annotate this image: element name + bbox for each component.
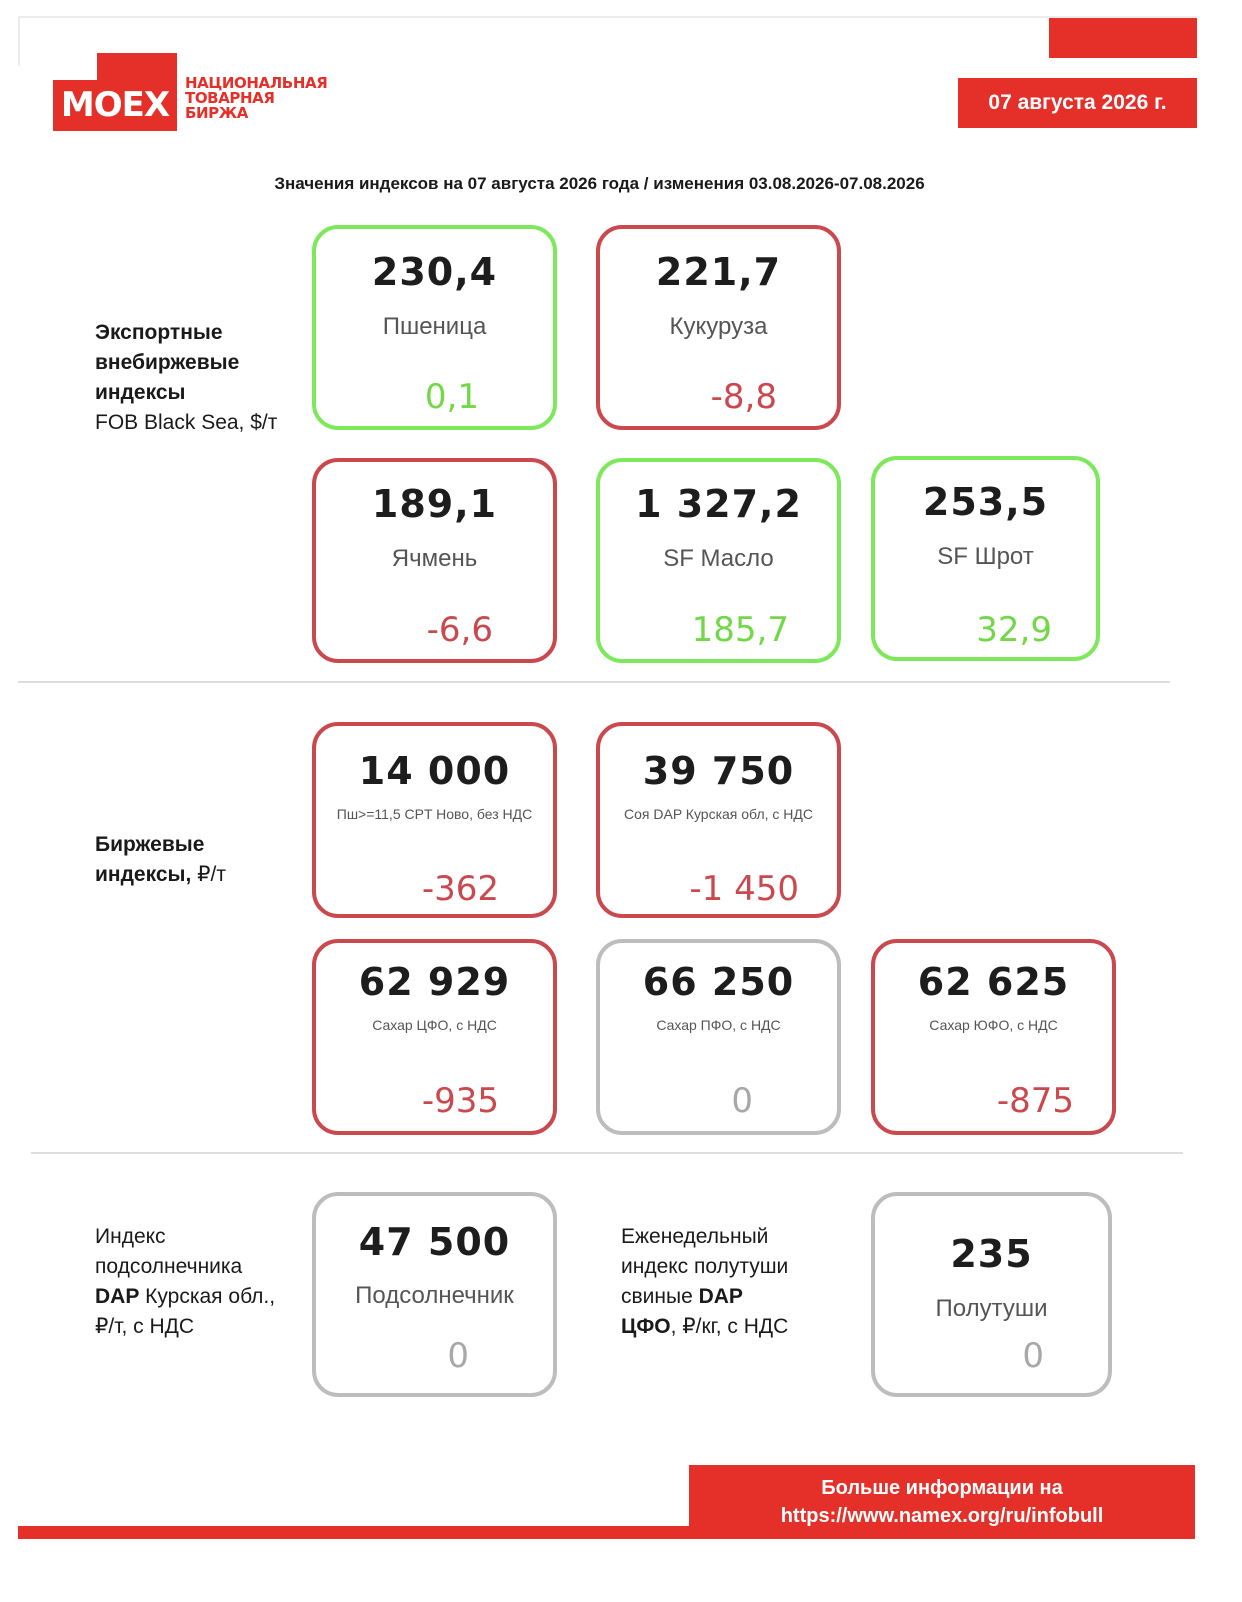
exchange-section-label: Биржевые индексы, ₽/т — [95, 830, 226, 890]
card-value: 66 250 — [642, 960, 795, 1004]
card-value: 62 625 — [917, 960, 1070, 1004]
pork-label-unit: , ₽/кг, с НДС — [670, 1315, 789, 1338]
card-name: Соя DAP Курская обл, с НДС — [624, 806, 813, 822]
exchange-label-line-2: индексы, — [95, 863, 192, 886]
card-name: Подсолнечник — [355, 1282, 514, 1309]
card-name: Ячмень — [391, 545, 478, 572]
card-change: 0,1 — [424, 377, 479, 417]
pork-label-line-2: индекс полутуши — [621, 1255, 789, 1278]
card-change: 185,7 — [691, 610, 789, 650]
card-change: -875 — [996, 1081, 1074, 1121]
pork-label-line-1: Еженедельный — [621, 1225, 769, 1248]
sunflower-label-region: Курская обл., — [139, 1285, 276, 1308]
date-badge-decoration — [1049, 18, 1197, 58]
card-name: Пшеница — [382, 313, 487, 340]
card-name: Сахар ПФО, с НДС — [656, 1017, 781, 1033]
card-change: 0 — [731, 1081, 753, 1121]
card-name: Сахар ЦФО, с НДС — [372, 1017, 497, 1033]
logo-mark: MOEX — [60, 85, 170, 125]
card-value: 1 327,2 — [635, 482, 802, 526]
export-label-line-1: Экспортные — [95, 321, 223, 344]
card-change: -8,8 — [710, 377, 777, 417]
card-name: SF Шрот — [937, 543, 1034, 570]
card-change: 0 — [1022, 1336, 1044, 1376]
index-card-barley: 189,1 Ячмень -6,6 — [312, 458, 557, 663]
index-card-sf-oil: 1 327,2 SF Масло 185,7 — [596, 458, 841, 663]
export-label-line-2: внебиржевые — [95, 351, 240, 374]
card-change: -1 450 — [689, 869, 799, 909]
logo-subtitle: НАЦИОНАЛЬНАЯ ТОВАРНАЯ БИРЖА — [185, 76, 345, 121]
section-divider — [18, 681, 1170, 683]
card-value: 39 750 — [642, 749, 795, 793]
footer-info-box: Больше информации на https://www.namex.o… — [689, 1465, 1195, 1539]
sunflower-section-label: Индекс подсолнечника DAP Курская обл., ₽… — [95, 1222, 275, 1342]
index-card-sunflower: 47 500 Подсолнечник 0 — [312, 1192, 557, 1397]
left-border-line — [18, 16, 20, 66]
index-card-sugar-yufo: 62 625 Сахар ЮФО, с НДС -875 — [871, 939, 1116, 1135]
card-change: -362 — [421, 869, 499, 909]
exchange-label-unit: ₽/т — [191, 863, 226, 886]
pork-label-pigs: свиные — [621, 1285, 699, 1308]
card-value: 62 929 — [358, 960, 511, 1004]
export-label-unit: FOB Black Sea, $/т — [95, 411, 278, 434]
card-value: 14 000 — [358, 749, 511, 793]
export-label-line-3: индексы — [95, 381, 186, 404]
moex-logo: MOEX — [53, 53, 177, 131]
exchange-label-line-1: Биржевые — [95, 833, 205, 856]
card-value: 221,7 — [655, 250, 782, 294]
sunflower-label-dap: DAP — [95, 1285, 140, 1308]
card-name: Полутуши — [935, 1295, 1048, 1322]
footer-link[interactable]: https://www.namex.org/ru/infobull — [780, 1505, 1104, 1527]
index-card-sugar-cfo: 62 929 Сахар ЦФО, с НДС -935 — [312, 939, 557, 1135]
logo-line-1: НАЦИОНАЛЬНАЯ — [185, 74, 328, 92]
index-card-wheat: 230,4 Пшеница 0,1 — [312, 225, 557, 430]
card-value: 253,5 — [922, 480, 1049, 524]
date-badge: 07 августа 2026 г. — [958, 78, 1197, 128]
index-card-wheat-exchange: 14 000 Пш>=11,5 CPT Ново, без НДС -362 — [312, 722, 557, 918]
card-name: SF Масло — [663, 545, 774, 572]
card-name: Пш>=11,5 CPT Ново, без НДС — [336, 806, 533, 822]
card-value: 230,4 — [371, 250, 498, 294]
card-value: 235 — [950, 1232, 1033, 1276]
card-change: -6,6 — [426, 610, 493, 650]
pork-section-label: Еженедельный индекс полутуши свиные DAP … — [621, 1222, 788, 1342]
index-card-corn: 221,7 Кукуруза -8,8 — [596, 225, 841, 430]
sunflower-label-unit: ₽/т, с НДС — [95, 1315, 195, 1338]
pork-label-dap: DAP — [698, 1285, 743, 1308]
card-change: -935 — [421, 1081, 499, 1121]
index-card-soy: 39 750 Соя DAP Курская обл, с НДС -1 450 — [596, 722, 841, 918]
pork-label-region: ЦФО — [621, 1315, 671, 1338]
index-card-sugar-pfo: 66 250 Сахар ПФО, с НДС 0 — [596, 939, 841, 1135]
card-name: Сахар ЮФО, с НДС — [929, 1017, 1058, 1033]
card-change: 0 — [447, 1336, 469, 1376]
sunflower-label-line-1: Индекс — [95, 1225, 166, 1248]
top-border-line — [18, 16, 1198, 18]
card-value: 47 500 — [358, 1220, 511, 1264]
page-title: Значения индексов на 07 августа 2026 год… — [274, 174, 925, 193]
card-value: 189,1 — [371, 482, 498, 526]
index-card-sf-meal: 253,5 SF Шрот 32,9 — [871, 456, 1100, 661]
sunflower-label-line-2: подсолнечника — [95, 1255, 243, 1278]
logo-line-2: ТОВАРНАЯ — [185, 89, 275, 107]
card-name: Кукуруза — [669, 313, 768, 340]
section-divider — [31, 1152, 1183, 1154]
logo-line-3: БИРЖА — [185, 104, 248, 122]
index-card-pork: 235 Полутуши 0 — [871, 1192, 1112, 1397]
footer-text: Больше информации на — [821, 1477, 1063, 1499]
export-section-label: Экспортные внебиржевые индексы FOB Black… — [95, 318, 277, 438]
card-change: 32,9 — [976, 610, 1052, 650]
